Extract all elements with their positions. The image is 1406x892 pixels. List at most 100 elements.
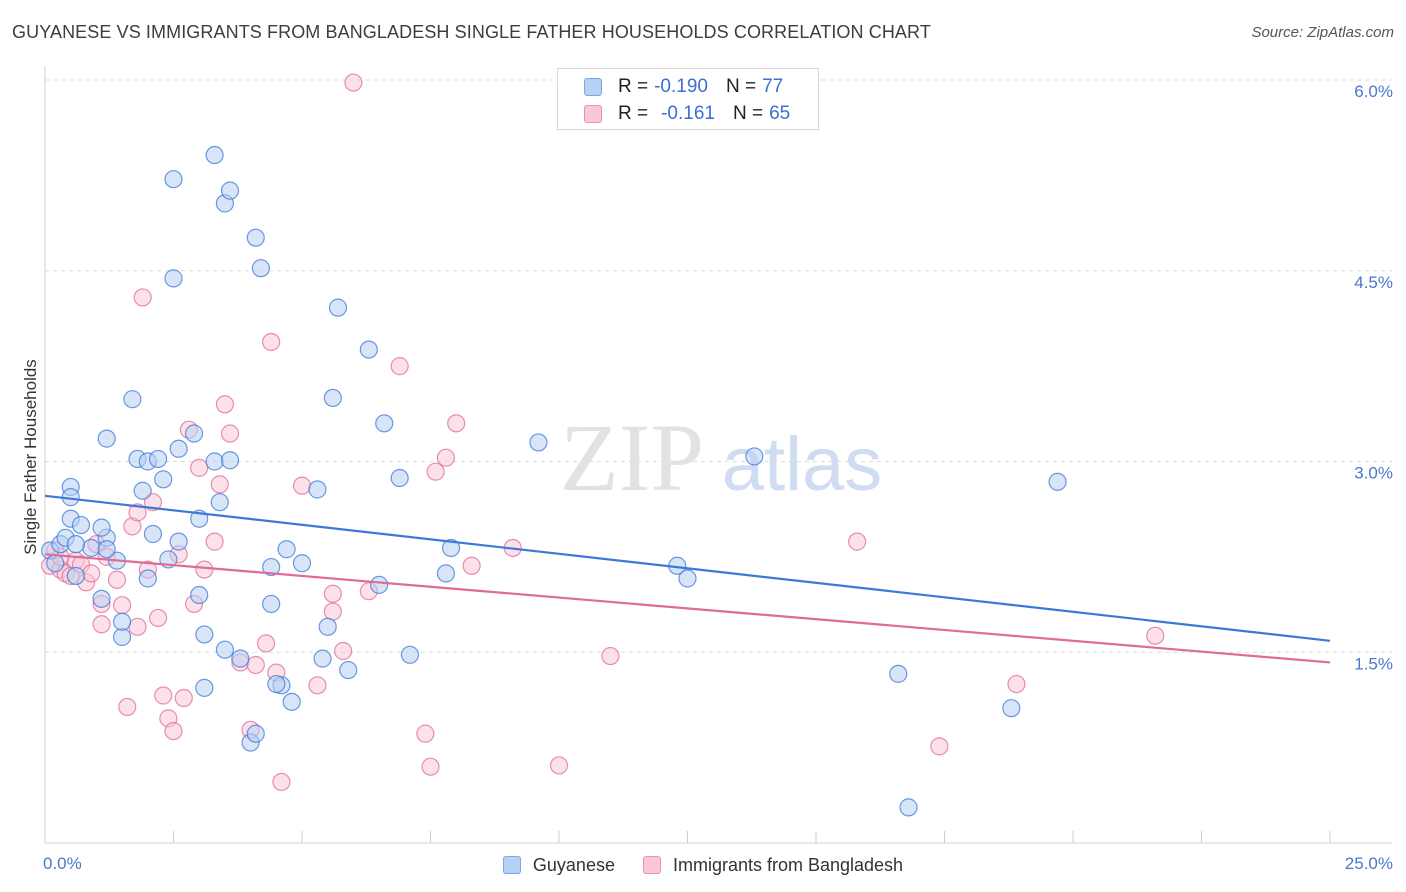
x-tick-label: 25.0% — [1345, 854, 1393, 873]
guyanese-point — [164, 269, 183, 288]
trend-line-guyanese — [44, 494, 1331, 642]
guyanese-point — [323, 388, 342, 408]
guyanese-point — [82, 538, 101, 558]
guyanese-point — [215, 640, 234, 659]
bangladesh-point — [1146, 626, 1165, 645]
bangladesh-point — [426, 462, 445, 481]
guyanese-point — [246, 724, 265, 743]
bangladesh-point — [308, 676, 327, 695]
legend-n-value: 77 — [762, 76, 784, 97]
bangladesh-point — [195, 560, 214, 579]
source-credit: Source: ZipAtlas.com — [1251, 24, 1394, 41]
legend-r-label: R = — [618, 76, 649, 97]
correlation-legend: R = -0.190 N = 77 R = -0.161 N = 65 — [557, 68, 819, 130]
guyanese-point — [195, 625, 214, 644]
bangladesh-point — [82, 564, 101, 583]
bangladesh-point — [848, 532, 867, 551]
legend-item-bangladesh: Immigrants from Bangladesh — [642, 854, 904, 876]
guyanese-point — [154, 470, 173, 489]
guyanese-point — [441, 538, 461, 558]
guyanese-point — [138, 569, 157, 588]
legend-row-bangladesh: R = -0.161 N = 65 — [584, 100, 790, 128]
guyanese-point — [169, 532, 188, 551]
tick-labels: 1.5% 3.0% 4.5% 6.0% 0.0% 25.0% — [43, 82, 1393, 873]
guyanese-point — [339, 660, 358, 680]
legend-r-value: -0.161 — [661, 103, 715, 124]
bangladesh-point — [154, 686, 173, 705]
series-legend: Guyanese Immigrants from Bangladesh — [0, 850, 1406, 880]
chart-title: GUYANESE VS IMMIGRANTS FROM BANGLADESH S… — [12, 22, 931, 42]
bangladesh-point — [215, 395, 234, 414]
x-tick-label: 0.0% — [43, 854, 82, 873]
guyanese-point — [92, 518, 111, 537]
guyanese-point — [359, 340, 378, 359]
guyanese-point — [277, 540, 296, 559]
bangladesh-point — [462, 556, 481, 575]
guyanese-point — [313, 649, 332, 668]
guyanese-point — [370, 575, 389, 594]
guyanese-point — [282, 692, 301, 711]
bangladesh-point — [549, 756, 569, 775]
guyanese-point — [292, 554, 312, 573]
guyanese-point — [220, 181, 240, 200]
legend-r-value: -0.190 — [654, 76, 708, 97]
legend-label-guyanese: Guyanese — [532, 854, 615, 875]
guyanese-point — [205, 145, 224, 165]
bangladesh-point — [174, 688, 193, 708]
bangladesh-point — [107, 570, 127, 589]
bangladesh-point — [930, 737, 949, 756]
guyanese-point — [1002, 699, 1021, 718]
legend-n-label: N = — [732, 103, 764, 124]
bangladesh-point — [272, 772, 291, 792]
guyanese-point — [436, 564, 456, 583]
bangladesh-point — [601, 646, 620, 666]
bangladesh-point — [262, 332, 281, 352]
bangladesh-point — [323, 602, 342, 621]
y-tick-label: 3.0% — [1354, 464, 1393, 483]
guyanese-point — [390, 468, 409, 488]
legend-label-bangladesh: Immigrants from Bangladesh — [672, 854, 904, 875]
bangladesh-point — [128, 617, 147, 636]
guyanese-point — [318, 617, 337, 636]
y-tick-label: 6.0% — [1354, 82, 1393, 101]
grid-lines — [45, 79, 1392, 653]
guyanese-point — [97, 429, 116, 448]
axes — [44, 66, 1392, 844]
guyanese-point — [210, 493, 229, 512]
watermark: ZIP atlas — [560, 404, 882, 511]
series-bangladesh-points — [41, 73, 1165, 792]
guyanese-point — [205, 452, 224, 471]
legend-n-label: N = — [725, 76, 757, 97]
guyanese-point — [112, 627, 132, 647]
bangladesh-point — [344, 73, 363, 92]
bangladesh-point — [416, 724, 435, 743]
guyanese-point — [97, 540, 116, 559]
bangladesh-point — [246, 655, 265, 675]
guyanese-point — [169, 439, 188, 458]
bangladesh-point — [92, 615, 111, 634]
bangladesh-point — [256, 634, 276, 653]
guyanese-point — [262, 594, 281, 614]
bangladesh-point — [447, 414, 466, 433]
guyanese-point — [46, 554, 65, 573]
guyanese-point — [231, 649, 250, 668]
guyanese-point — [328, 298, 348, 317]
guyanese-point — [66, 566, 85, 586]
bangladesh-point — [190, 458, 209, 477]
guyanese-point — [246, 228, 265, 247]
bangladesh-point — [118, 697, 137, 717]
y-tick-label: 1.5% — [1354, 654, 1393, 673]
guyanese-point — [220, 451, 240, 470]
trend-lines — [44, 494, 1331, 664]
guyanese-point — [184, 424, 204, 443]
bangladesh-point — [436, 448, 456, 467]
guyanese-point — [143, 524, 163, 544]
guyanese-point — [529, 433, 548, 452]
bangladesh-point — [421, 757, 440, 776]
bangladesh-point — [164, 721, 183, 741]
bangladesh-point — [112, 596, 132, 615]
watermark-atlas: atlas — [722, 422, 883, 507]
guyanese-point — [899, 798, 918, 817]
bangladesh-point — [334, 641, 353, 661]
